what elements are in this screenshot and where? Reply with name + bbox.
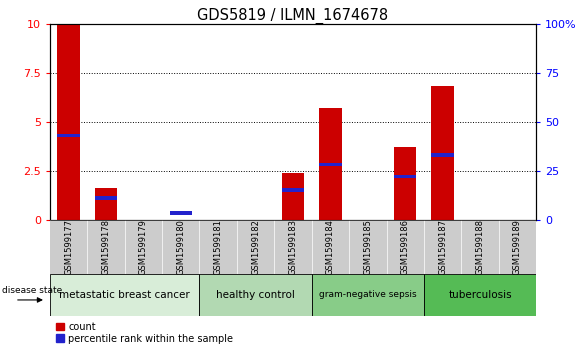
Text: GSM1599185: GSM1599185	[363, 219, 372, 275]
Text: disease state: disease state	[2, 286, 63, 295]
Bar	[199, 274, 312, 316]
Text: GSM1599188: GSM1599188	[476, 219, 485, 275]
Text: tuberculosis: tuberculosis	[448, 290, 512, 300]
Bar	[95, 196, 117, 200]
Text: GSM1599187: GSM1599187	[438, 219, 447, 275]
Legend: count, percentile rank within the sample: count, percentile rank within the sample	[54, 321, 234, 344]
Text: GSM1599181: GSM1599181	[214, 219, 223, 275]
Text: GSM1599183: GSM1599183	[288, 219, 298, 275]
Bar	[431, 86, 454, 220]
Bar	[424, 274, 536, 316]
Bar	[282, 188, 304, 192]
Bar	[169, 211, 192, 215]
Bar	[394, 147, 417, 220]
Bar	[319, 163, 342, 167]
Title: GDS5819 / ILMN_1674678: GDS5819 / ILMN_1674678	[197, 7, 389, 24]
Text: GSM1599180: GSM1599180	[176, 219, 185, 275]
Bar	[394, 175, 417, 178]
Bar	[50, 274, 199, 316]
Bar	[95, 188, 117, 220]
Bar	[312, 274, 424, 316]
Text: GSM1599189: GSM1599189	[513, 219, 522, 275]
Bar	[57, 24, 80, 220]
Text: GSM1599184: GSM1599184	[326, 219, 335, 275]
Text: gram-negative sepsis: gram-negative sepsis	[319, 290, 417, 299]
Text: GSM1599178: GSM1599178	[101, 219, 110, 275]
Text: GSM1599182: GSM1599182	[251, 219, 260, 275]
Text: GSM1599186: GSM1599186	[401, 219, 410, 275]
Text: healthy control: healthy control	[216, 290, 295, 300]
Text: GSM1599179: GSM1599179	[139, 219, 148, 275]
Bar	[282, 172, 304, 220]
Text: GSM1599177: GSM1599177	[64, 219, 73, 275]
Bar	[431, 153, 454, 157]
Bar	[319, 108, 342, 220]
Text: metastatic breast cancer: metastatic breast cancer	[59, 290, 190, 300]
Bar	[57, 134, 80, 137]
